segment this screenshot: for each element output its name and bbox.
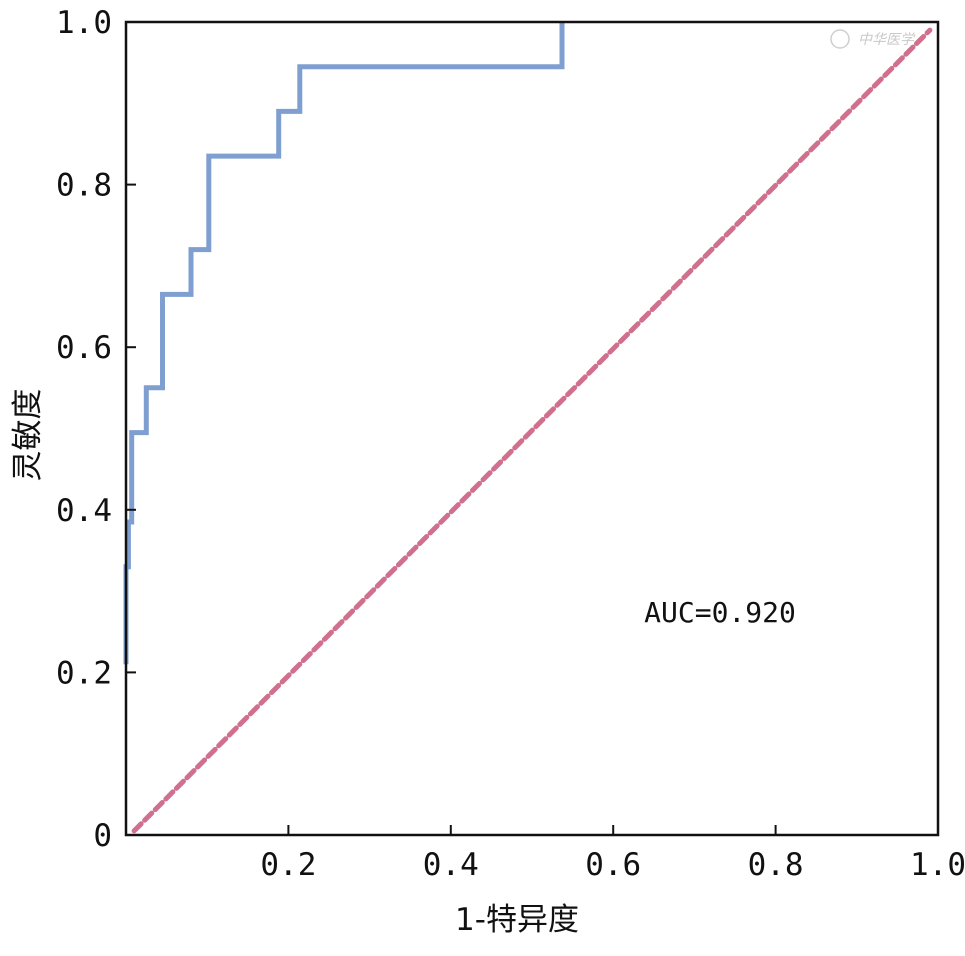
series-line-1 xyxy=(131,27,933,834)
y-axis-ticks: 0 0.2 0.4 0.6 0.8 1.0 xyxy=(56,5,136,854)
x-tick-label: 0.8 xyxy=(748,847,804,883)
plot-series xyxy=(123,22,933,834)
x-tick-label: 0.2 xyxy=(260,847,316,883)
y-tick-label: 0.4 xyxy=(56,493,112,529)
y-tick-label: 0.8 xyxy=(56,168,112,204)
watermark-seal-icon xyxy=(830,29,850,49)
y-tick-label: 1.0 xyxy=(56,5,112,41)
x-tick-label: 0.6 xyxy=(585,847,641,883)
y-tick-label: 0.2 xyxy=(56,655,112,691)
x-tick-label: 0.4 xyxy=(423,847,479,883)
series-line-0 xyxy=(123,22,565,665)
watermark-text: 中华医学 xyxy=(858,32,916,48)
watermark: 中华医学 xyxy=(830,29,916,49)
y-tick-label: 0.6 xyxy=(56,330,112,366)
x-tick-label: 1.0 xyxy=(910,847,965,883)
x-axis-title: 1-特异度 xyxy=(455,902,579,938)
y-axis-title: 灵敏度 xyxy=(10,389,46,482)
y-tick-label: 0 xyxy=(93,818,112,854)
x-axis-ticks: 0.2 0.4 0.6 0.8 1.0 xyxy=(260,825,965,883)
plot-frame xyxy=(124,20,940,837)
auc-annotation: AUC=0.920 xyxy=(644,596,796,629)
